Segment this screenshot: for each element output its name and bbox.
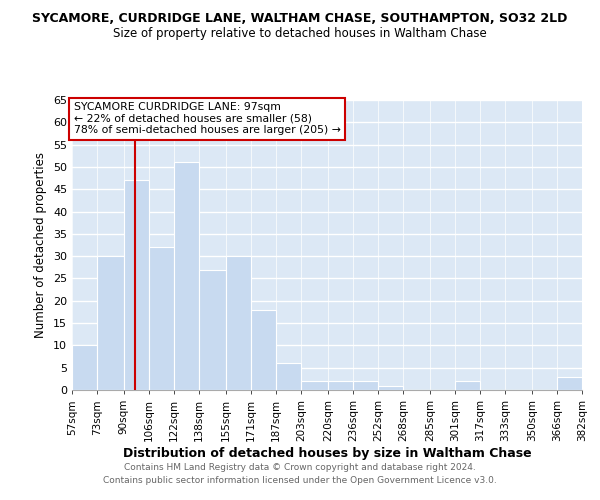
Text: Contains public sector information licensed under the Open Government Licence v3: Contains public sector information licen… <box>103 476 497 485</box>
Text: SYCAMORE, CURDRIDGE LANE, WALTHAM CHASE, SOUTHAMPTON, SO32 2LD: SYCAMORE, CURDRIDGE LANE, WALTHAM CHASE,… <box>32 12 568 26</box>
Text: Contains HM Land Registry data © Crown copyright and database right 2024.: Contains HM Land Registry data © Crown c… <box>124 464 476 472</box>
Bar <box>174 162 199 390</box>
Text: Size of property relative to detached houses in Waltham Chase: Size of property relative to detached ho… <box>113 28 487 40</box>
Bar <box>72 346 97 390</box>
Bar <box>149 247 174 390</box>
Text: SYCAMORE CURDRIDGE LANE: 97sqm
← 22% of detached houses are smaller (58)
78% of : SYCAMORE CURDRIDGE LANE: 97sqm ← 22% of … <box>74 102 340 136</box>
Bar <box>124 180 149 390</box>
X-axis label: Distribution of detached houses by size in Waltham Chase: Distribution of detached houses by size … <box>122 446 532 460</box>
Y-axis label: Number of detached properties: Number of detached properties <box>34 152 47 338</box>
Bar <box>226 256 251 390</box>
Bar <box>251 310 276 390</box>
Bar <box>455 381 480 390</box>
Bar <box>97 256 124 390</box>
Bar <box>328 381 353 390</box>
Bar <box>301 381 328 390</box>
Bar <box>276 363 301 390</box>
Bar <box>199 270 226 390</box>
Bar <box>378 386 403 390</box>
Bar <box>557 376 582 390</box>
Bar <box>353 381 378 390</box>
